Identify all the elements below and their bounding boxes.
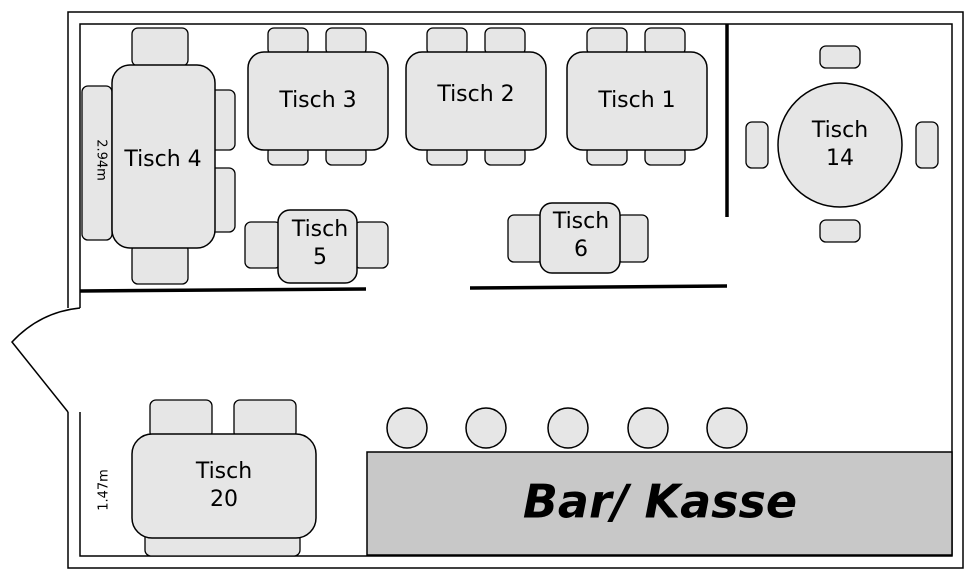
dimension: 1.47m	[97, 469, 112, 511]
table-label: Tisch 4	[123, 147, 201, 172]
table	[777, 82, 903, 208]
chair	[426, 27, 468, 56]
chair	[353, 221, 389, 269]
chair	[131, 243, 189, 285]
table	[539, 202, 621, 274]
table-label: 6	[574, 237, 588, 262]
table	[111, 64, 216, 249]
chair	[615, 214, 649, 263]
table-label: Tisch 1	[597, 88, 675, 113]
chair	[267, 27, 309, 56]
table-label: Tisch	[291, 217, 348, 242]
table-label: Tisch	[195, 459, 252, 484]
table-label: Tisch	[811, 118, 868, 143]
chair	[915, 121, 939, 169]
table	[566, 51, 708, 151]
stool	[386, 407, 428, 449]
stool	[627, 407, 669, 449]
table	[277, 209, 358, 284]
partition	[79, 287, 367, 293]
table-label: Tisch 2	[436, 82, 514, 107]
dimension: 2.94m	[94, 139, 109, 181]
chair	[586, 27, 628, 56]
chair	[819, 219, 861, 243]
stool	[547, 407, 589, 449]
chair	[644, 27, 686, 56]
chair	[244, 221, 282, 269]
chair	[131, 27, 189, 67]
door	[11, 307, 81, 413]
chair	[149, 399, 213, 439]
chair	[507, 214, 545, 263]
table-label: Tisch	[552, 209, 609, 234]
stool	[465, 407, 507, 449]
table	[131, 433, 317, 539]
walls	[67, 11, 964, 569]
chair	[233, 399, 297, 439]
table-label: 14	[826, 146, 854, 171]
table	[247, 51, 389, 151]
chair	[819, 45, 861, 69]
chair	[484, 27, 526, 56]
chair	[745, 121, 769, 169]
table-label: Tisch 3	[278, 88, 356, 113]
stool	[706, 407, 748, 449]
bar-label: Bar/ Kasse	[523, 475, 797, 529]
table-label: 20	[210, 487, 238, 512]
chair	[325, 27, 367, 56]
partition	[469, 284, 728, 290]
bar-counter	[366, 451, 953, 556]
table	[405, 51, 547, 151]
table-label: 5	[313, 245, 327, 270]
